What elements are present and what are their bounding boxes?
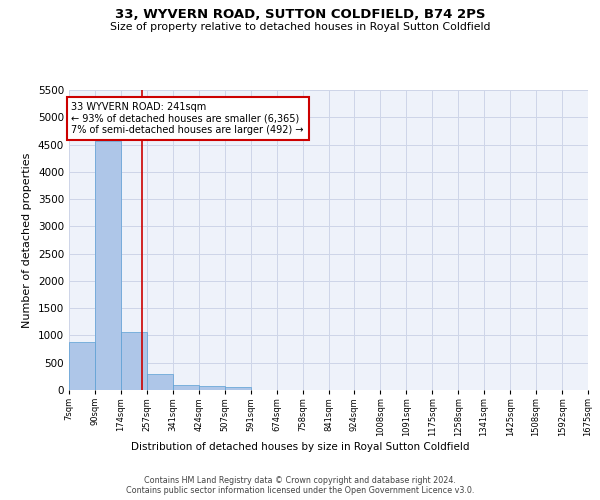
Bar: [147, 374, 173, 390]
Text: Contains HM Land Registry data © Crown copyright and database right 2024.
Contai: Contains HM Land Registry data © Crown c…: [126, 476, 474, 495]
Bar: [69, 342, 95, 390]
Text: Distribution of detached houses by size in Royal Sutton Coldfield: Distribution of detached houses by size …: [131, 442, 469, 452]
Text: 33 WYVERN ROAD: 241sqm
← 93% of detached houses are smaller (6,365)
7% of semi-d: 33 WYVERN ROAD: 241sqm ← 93% of detached…: [71, 102, 304, 135]
Bar: [173, 385, 199, 390]
Y-axis label: Number of detached properties: Number of detached properties: [22, 152, 32, 328]
Bar: [95, 142, 121, 390]
Bar: [224, 387, 251, 390]
Bar: [121, 332, 147, 390]
Bar: [199, 386, 224, 390]
Text: 33, WYVERN ROAD, SUTTON COLDFIELD, B74 2PS: 33, WYVERN ROAD, SUTTON COLDFIELD, B74 2…: [115, 8, 485, 20]
Text: Size of property relative to detached houses in Royal Sutton Coldfield: Size of property relative to detached ho…: [110, 22, 490, 32]
